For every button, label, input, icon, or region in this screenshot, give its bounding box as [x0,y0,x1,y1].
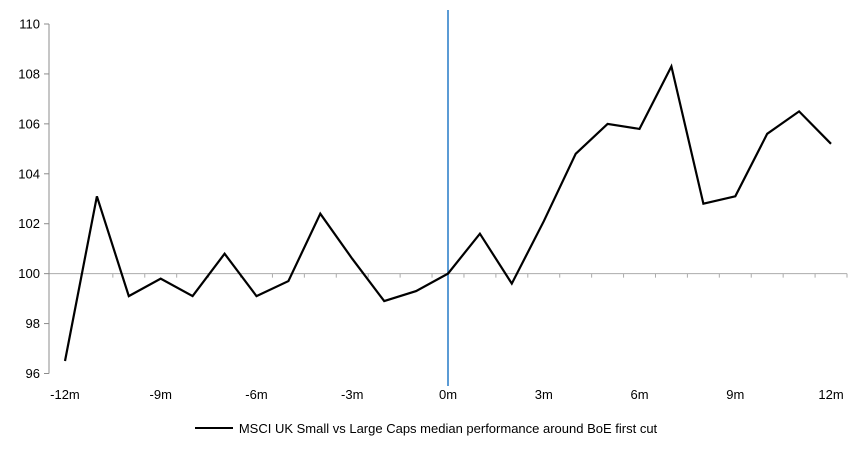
legend-label: MSCI UK Small vs Large Caps median perfo… [238,420,658,436]
legend-line-swatch [194,427,233,429]
x-tick-label: 12m [818,387,843,402]
x-tick-label: -6m [245,387,267,402]
x-tick-label: 6m [630,387,648,402]
x-tick-label: -12m [50,387,80,402]
x-tick-label: -9m [150,387,172,402]
series-group [63,63,832,362]
chart-legend: MSCI UK Small vs Large Caps median perfo… [0,417,852,439]
y-tick-label: 108 [18,66,40,81]
y-tick-label: 96 [26,366,40,381]
x-tick-label: 3m [535,387,553,402]
y-tick-label: 104 [18,166,40,181]
x-axis-labels-group: -12m -9m -6m -3m 0m 3m 6m 9m 12m [50,387,844,402]
y-tick-label: 110 [19,17,40,32]
y-tick-label: 102 [18,216,40,231]
x-tick-label: -3m [341,387,363,402]
y-tick-label: 100 [18,266,40,281]
y-axis-group: 96 98 100 102 104 106 108 110 [18,17,50,381]
line-chart: 96 98 100 102 104 106 108 110 -12m -9m -6m -3m 0m 3m… [18,10,848,402]
x-tick-label: 9m [726,387,744,402]
series-msci-uk-small-vs-large [63,63,832,362]
y-tick-label: 106 [18,116,40,131]
y-tick-label: 98 [26,316,40,331]
x-tick-label: 0m [439,387,457,402]
